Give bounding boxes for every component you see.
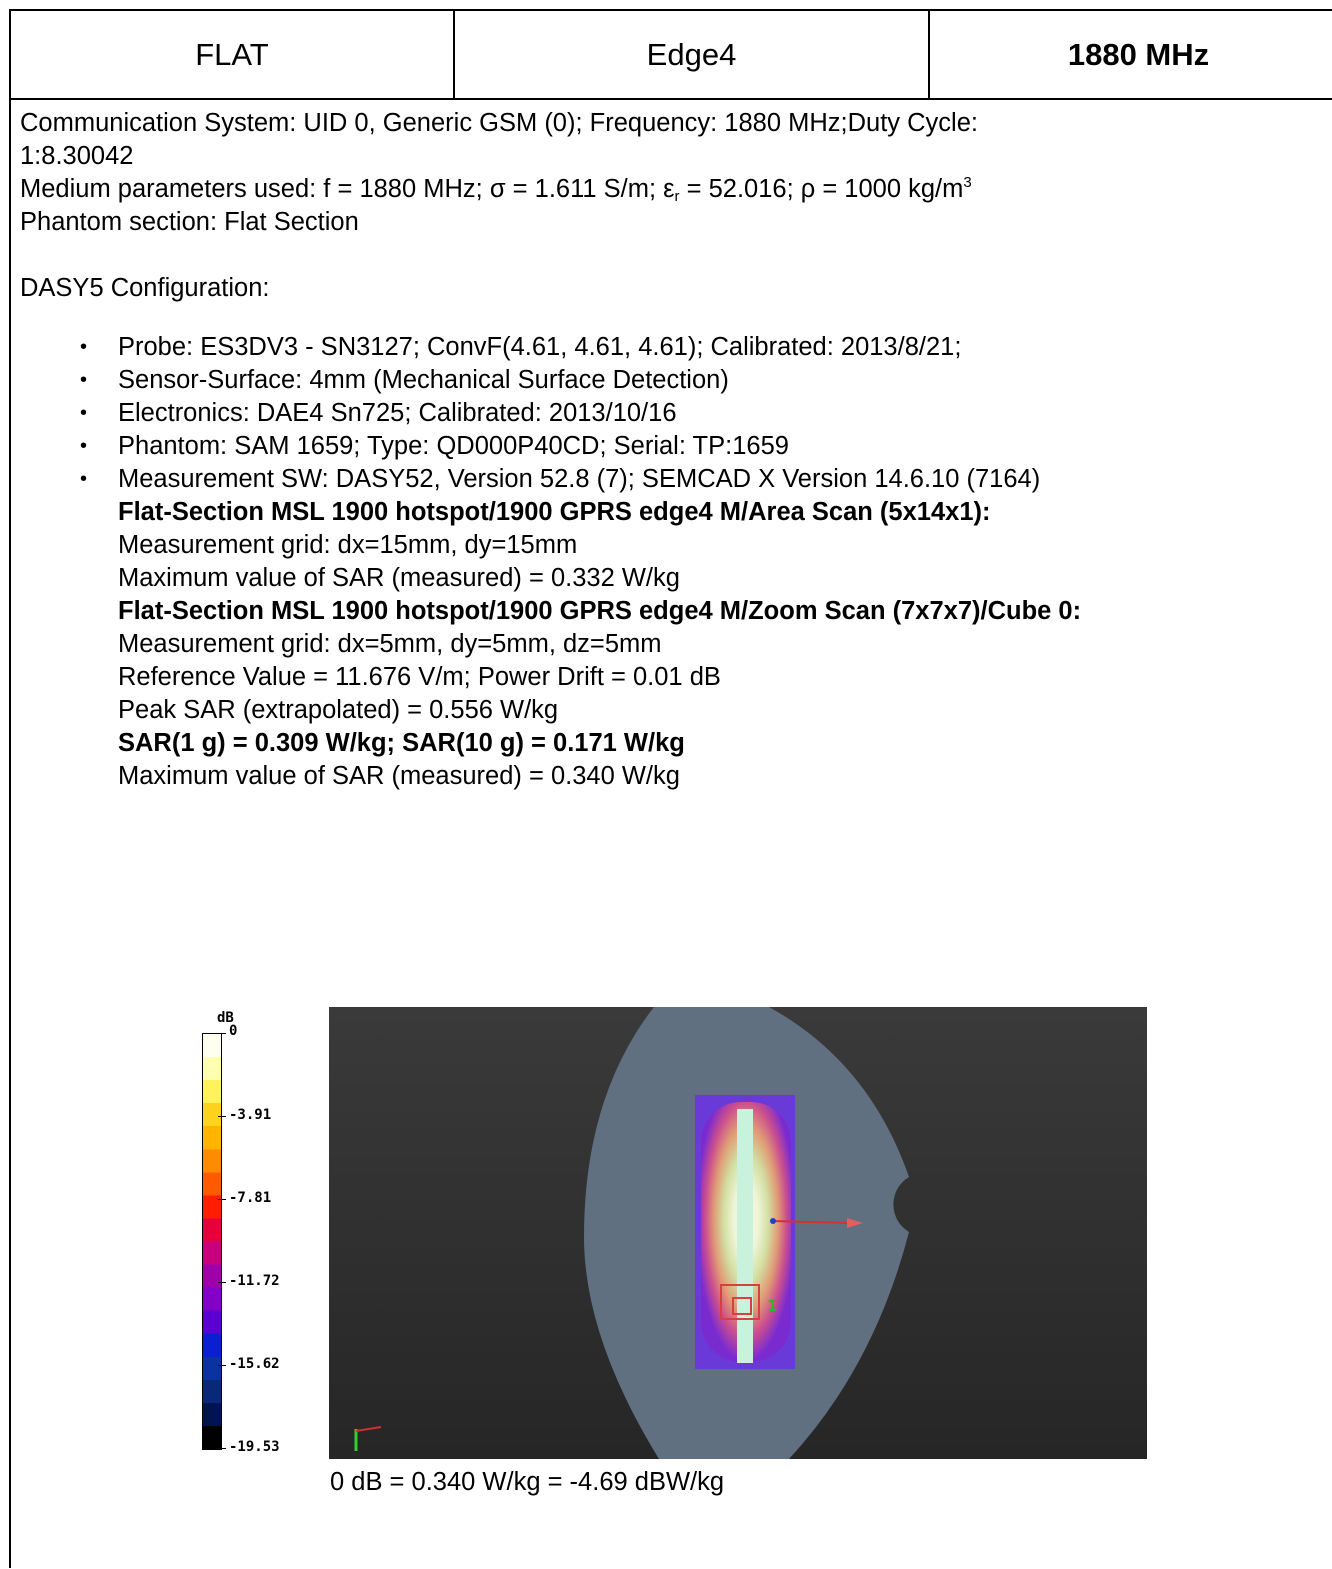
config-item-electronics: Electronics: DAE4 Sn725; Calibrated: 201…: [80, 397, 1332, 430]
area-scan-grid: Measurement grid: dx=15mm, dy=15mm: [118, 531, 578, 559]
scan-results: Flat-Section MSL 1900 hotspot/1900 GPRS …: [20, 496, 1332, 793]
scale-tick-label: -19.53: [229, 1439, 280, 1455]
sar-results: SAR(1 g) = 0.309 W/kg; SAR(10 g) = 0.171…: [118, 729, 685, 757]
db-color-scale: dB 0 -3.91 -7.81 -11.72 -15.62 -19.53: [195, 1010, 315, 1455]
config-item-phantom: Phantom: SAM 1659; Type: QD000P40CD; Ser…: [80, 430, 1332, 463]
zoom-scan-reference: Reference Value = 11.676 V/m; Power Drif…: [118, 663, 721, 691]
axis-origin-dot: [770, 1218, 776, 1224]
measurement-details: Communication System: UID 0, Generic GSM…: [20, 107, 1332, 793]
zoom-cube-inner: [732, 1297, 752, 1315]
scale-tick-label: -15.62: [229, 1356, 280, 1372]
axis-arrow-head: [847, 1218, 863, 1228]
orientation-axis-x: [355, 1426, 382, 1432]
scale-tick: [218, 1116, 226, 1117]
scale-unit: dB: [217, 1010, 234, 1026]
zoom-scan-title: Flat-Section MSL 1900 hotspot/1900 GPRS …: [118, 597, 1082, 625]
zoom-scan-peak: Peak SAR (extrapolated) = 0.556 W/kg: [118, 696, 559, 724]
scale-tick-label: -7.81: [229, 1190, 272, 1206]
scale-tick-label: -11.72: [229, 1273, 280, 1289]
phantom-section: Phantom section: Flat Section: [20, 208, 359, 236]
zoom-scan-grid: Measurement grid: dx=5mm, dy=5mm, dz=5mm: [118, 630, 662, 658]
comm-system-line: Communication System: UID 0, Generic GSM…: [20, 109, 978, 137]
scale-tick: [218, 1199, 226, 1200]
device-edge-strip: [737, 1109, 753, 1363]
header-position: FLAT: [11, 11, 455, 98]
sar-scan-plot: 1: [329, 1007, 1147, 1459]
scale-tick-label: -3.91: [229, 1107, 272, 1123]
scale-tick-label: 0: [229, 1023, 238, 1039]
header-edge: Edge4: [455, 11, 930, 98]
zoom-cube-outer: [720, 1284, 760, 1320]
scale-tick: [218, 1448, 226, 1449]
header-frequency: 1880 MHz: [1067, 36, 1210, 72]
config-list: Probe: ES3DV3 - SN3127; ConvF(4.61, 4.61…: [20, 331, 1332, 496]
zoom-scan-max: Maximum value of SAR (measured) = 0.340 …: [118, 762, 680, 790]
config-item-probe: Probe: ES3DV3 - SN3127; ConvF(4.61, 4.61…: [80, 331, 1332, 364]
header-table: FLAT Edge4 1880 MHz: [9, 9, 1332, 100]
config-item-software: Measurement SW: DASY52, Version 52.8 (7)…: [80, 463, 1332, 496]
duty-cycle-line: 1:8.30042: [20, 142, 134, 170]
sar-distribution-image: 1: [329, 1007, 1147, 1459]
scale-gradient-bar: [202, 1033, 222, 1450]
axis-arrow: [772, 1220, 850, 1224]
medium-parameters: Medium parameters used: f = 1880 MHz; σ …: [20, 174, 972, 205]
config-item-sensor: Sensor-Surface: 4mm (Mechanical Surface …: [80, 364, 1332, 397]
report-page: FLAT Edge4 1880 MHz Communication System…: [9, 9, 1332, 1569]
dasy-config-heading: DASY5 Configuration:: [20, 274, 270, 302]
area-scan-max: Maximum value of SAR (measured) = 0.332 …: [118, 564, 680, 592]
cube-marker-label: 1: [767, 1297, 777, 1315]
table-left-border: [9, 98, 11, 1568]
area-scan-title: Flat-Section MSL 1900 hotspot/1900 GPRS …: [118, 498, 991, 526]
scale-caption: 0 dB = 0.340 W/kg = -4.69 dBW/kg: [330, 1468, 725, 1496]
scale-tick: [218, 1365, 226, 1366]
scale-tick: [218, 1033, 226, 1034]
scale-tick: [218, 1282, 226, 1283]
